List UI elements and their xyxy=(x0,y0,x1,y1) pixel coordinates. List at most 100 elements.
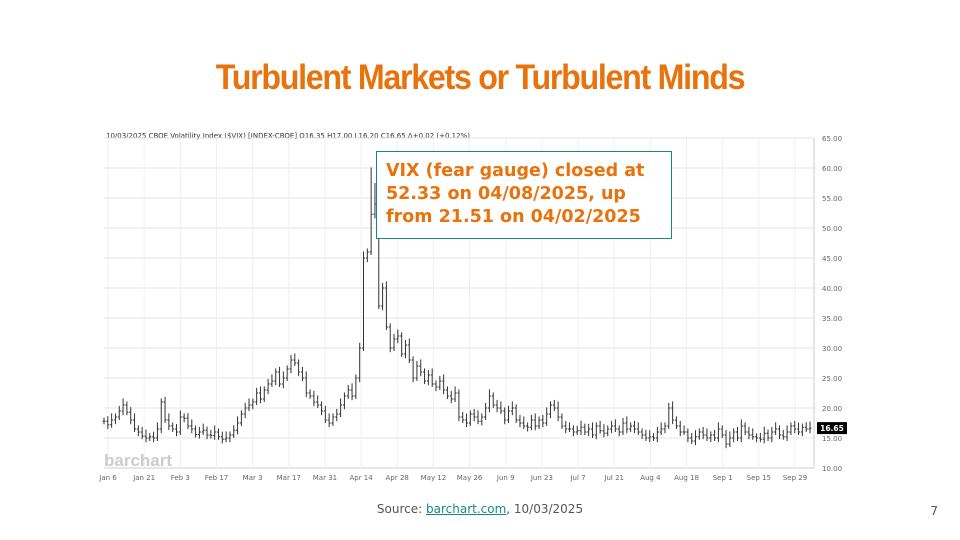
ohlc-bar xyxy=(705,428,709,441)
ohlc-bar xyxy=(350,383,354,401)
ohlc-bar xyxy=(213,425,217,440)
x-tick-label: Jul 21 xyxy=(603,474,624,482)
ohlc-bar xyxy=(529,414,533,431)
ohlc-bar xyxy=(690,432,694,444)
ohlc-bar xyxy=(365,248,369,263)
ohlc-bar xyxy=(220,431,224,444)
x-tick-label: Jun 9 xyxy=(496,474,515,482)
ohlc-bar xyxy=(793,420,797,434)
ohlc-bar xyxy=(682,425,686,435)
ohlc-bar xyxy=(369,167,373,255)
ohlc-bar xyxy=(648,430,652,443)
ohlc-bar xyxy=(403,339,407,359)
ohlc-bar xyxy=(526,422,530,432)
ohlc-bar xyxy=(392,333,396,351)
x-tick-label: Mar 17 xyxy=(277,474,301,482)
ohlc-bar xyxy=(449,390,453,404)
ohlc-bar xyxy=(625,416,629,434)
ohlc-bar xyxy=(407,338,411,363)
ohlc-bar xyxy=(445,386,449,399)
ohlc-bar xyxy=(568,422,572,432)
ohlc-bar xyxy=(686,428,690,443)
ohlc-bar xyxy=(102,417,106,425)
ohlc-bar xyxy=(774,422,778,435)
ohlc-bar xyxy=(312,390,316,407)
ohlc-bar xyxy=(613,419,617,432)
ohlc-bar xyxy=(770,426,774,443)
ohlc-bar xyxy=(487,389,491,413)
ohlc-bar xyxy=(430,368,434,387)
x-tick-label: Aug 18 xyxy=(674,474,699,482)
ohlc-bar xyxy=(541,414,545,428)
ohlc-bar xyxy=(148,433,152,441)
ohlc-bar xyxy=(304,371,308,398)
ohlc-bar xyxy=(747,426,751,440)
last-price-tag-bg xyxy=(817,422,847,435)
ohlc-bar xyxy=(278,366,282,387)
ohlc-bar xyxy=(113,413,117,425)
ohlc-bar xyxy=(499,401,503,414)
ohlc-bar xyxy=(713,429,717,441)
ohlc-bar xyxy=(297,359,301,377)
ohlc-bar xyxy=(804,422,808,432)
ohlc-bar xyxy=(533,413,537,431)
ohlc-bar xyxy=(144,429,148,443)
ohlc-bar xyxy=(186,413,190,429)
ohlc-bar xyxy=(426,369,430,386)
x-tick-label: Sep 15 xyxy=(747,474,771,482)
ohlc-bar xyxy=(327,413,331,428)
ohlc-bar xyxy=(194,425,198,438)
ohlc-bar xyxy=(545,407,549,426)
slide-title: Turbulent Markets or Turbulent Minds xyxy=(215,58,746,97)
ohlc-bar xyxy=(457,389,461,422)
ohlc-bar xyxy=(491,392,495,408)
ohlc-bar xyxy=(640,428,644,440)
x-tick-label: Jun 23 xyxy=(530,474,553,482)
ohlc-bar xyxy=(159,398,163,434)
ohlc-bar xyxy=(251,398,255,410)
ohlc-bar xyxy=(755,433,759,443)
ohlc-bar xyxy=(152,431,156,443)
ohlc-bar xyxy=(564,420,568,434)
x-tick-label: Feb 3 xyxy=(171,474,190,482)
ohlc-bar xyxy=(205,426,209,440)
ohlc-bar xyxy=(281,371,285,389)
x-tick-label: Apr 14 xyxy=(349,474,373,482)
ohlc-bar xyxy=(522,416,526,429)
ohlc-bar xyxy=(720,425,724,438)
ohlc-bar xyxy=(571,425,575,437)
ohlc-bar xyxy=(129,407,133,425)
ohlc-bar xyxy=(117,405,121,420)
y-tick-label: 35.00 xyxy=(822,315,842,323)
last-price-tag: 16.65 xyxy=(817,422,847,435)
ohlc-bar xyxy=(106,416,110,429)
ohlc-bar xyxy=(384,281,388,330)
source-link[interactable]: barchart.com xyxy=(426,502,507,516)
ohlc-bar xyxy=(415,360,419,381)
y-tick-label: 50.00 xyxy=(822,225,842,233)
ohlc-bar xyxy=(518,414,522,428)
ohlc-bar xyxy=(388,323,392,353)
ohlc-bar xyxy=(610,420,614,434)
y-tick-label: 40.00 xyxy=(822,285,842,293)
ohlc-bar xyxy=(125,401,129,416)
ohlc-bar xyxy=(468,410,472,426)
ohlc-bar xyxy=(171,422,175,432)
ohlc-bar xyxy=(320,401,324,416)
x-tick-label: Feb 17 xyxy=(205,474,229,482)
ohlc-bar xyxy=(728,431,732,447)
ohlc-bar xyxy=(797,422,801,435)
last-price-label: 16.65 xyxy=(820,424,844,433)
ohlc-bar xyxy=(155,422,159,441)
ohlc-bar xyxy=(594,422,598,440)
ohlc-bar xyxy=(182,413,186,423)
ohlc-bar xyxy=(255,387,259,405)
source-suffix: , 10/03/2025 xyxy=(506,502,584,516)
ohlc-bar xyxy=(514,404,518,423)
ohlc-bar xyxy=(617,425,621,437)
x-tick-label: Sep 1 xyxy=(713,474,733,482)
ohlc-bar xyxy=(697,428,701,440)
ohlc-bar xyxy=(140,426,144,440)
ohlc-bar xyxy=(556,401,560,422)
ohlc-bar xyxy=(659,422,663,435)
